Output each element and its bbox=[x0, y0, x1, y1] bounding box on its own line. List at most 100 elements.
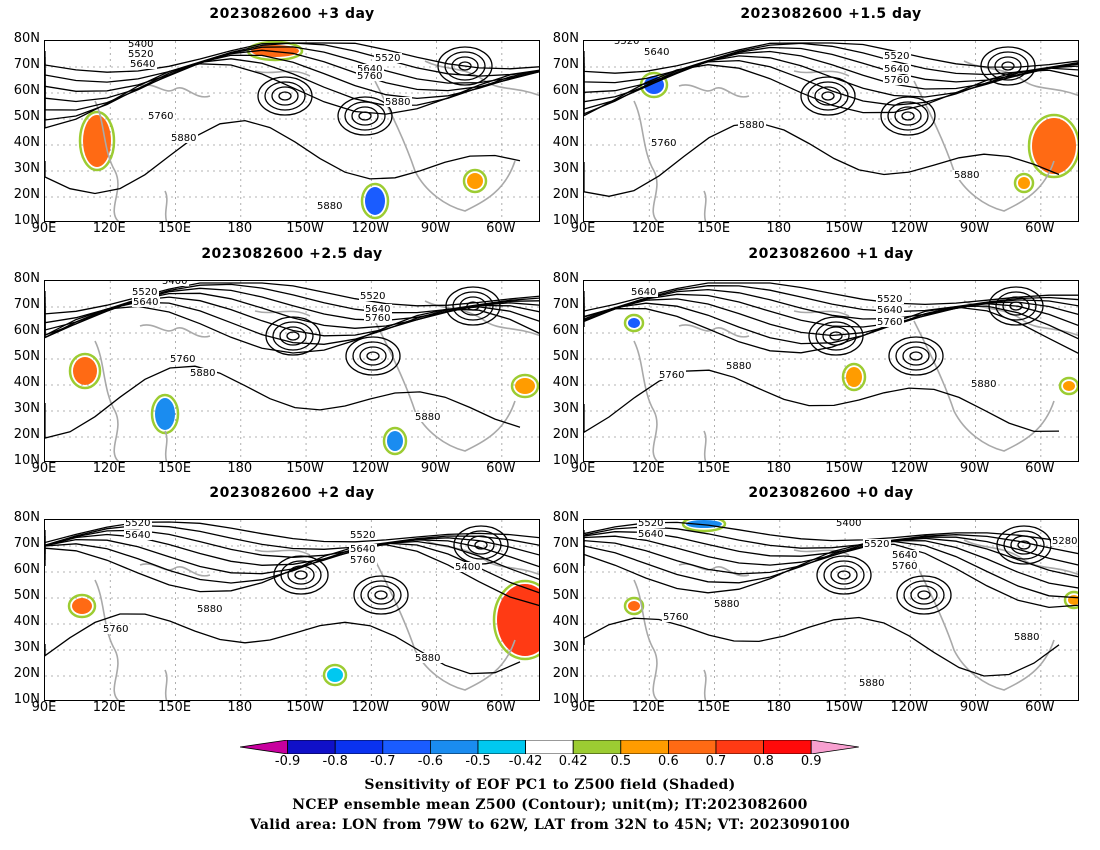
lat-tick-label: 80N bbox=[13, 510, 40, 525]
lon-tick-label: 90E bbox=[570, 461, 596, 476]
z500-contour bbox=[45, 63, 539, 129]
lon-tick-label: 120W bbox=[351, 461, 390, 476]
lon-tick-label: 150W bbox=[286, 461, 324, 476]
closed-contour bbox=[458, 61, 472, 71]
closed-contour bbox=[814, 86, 842, 106]
contour-label: 5520 bbox=[864, 539, 889, 550]
z500-contour bbox=[584, 285, 1078, 318]
z500-contour bbox=[584, 540, 1078, 599]
closed-contour bbox=[808, 316, 864, 356]
contour-label: 5880 bbox=[714, 599, 739, 610]
map-frame: 5400 5520 5640 5520 5640 5760 5880 5760 5880 5880 bbox=[44, 40, 540, 222]
z500-contour bbox=[45, 529, 539, 558]
z500-contour bbox=[45, 542, 539, 594]
colorbar-swatch bbox=[572, 740, 622, 754]
closed-contour bbox=[264, 81, 306, 111]
coastline bbox=[374, 80, 516, 212]
coastline bbox=[94, 579, 120, 700]
contour-label: 5880 bbox=[859, 678, 884, 689]
coastline bbox=[374, 320, 516, 452]
colorbar-tick-label: -0.9 bbox=[274, 754, 301, 769]
colorbar-tick-label: -0.7 bbox=[370, 754, 396, 769]
lon-tick-label: 90E bbox=[31, 221, 57, 236]
contour-label: 5520 bbox=[125, 520, 150, 529]
lon-tick-label: 90W bbox=[420, 700, 451, 715]
lat-tick-label: 70N bbox=[13, 57, 40, 72]
colorbar-swatch bbox=[763, 740, 812, 754]
closed-contour bbox=[800, 76, 856, 116]
colorbar bbox=[240, 740, 859, 754]
colorbar-swatch bbox=[620, 740, 669, 754]
lon-tick-label: 150E bbox=[697, 461, 731, 476]
coastline bbox=[678, 324, 750, 338]
contour-label: 5520 bbox=[877, 294, 902, 305]
lat-tick-label: 10N bbox=[13, 213, 40, 228]
z500-contour bbox=[45, 58, 539, 121]
contour-label: 5520 bbox=[614, 41, 639, 47]
closed-contour bbox=[980, 46, 1036, 86]
sensitivity-shading bbox=[515, 378, 535, 394]
z500-contour bbox=[584, 306, 1078, 354]
contour-label: 5640 bbox=[130, 59, 155, 70]
contour-label: 5880 bbox=[415, 412, 440, 423]
map-frame: 5400 5520 5640 5520 5640 5760 5760 5880 5880 bbox=[44, 280, 540, 462]
lat-tick-label: 40N bbox=[552, 375, 579, 390]
lat-tick-label: 30N bbox=[552, 640, 579, 655]
coastline bbox=[633, 340, 659, 461]
contour-label: 5880 bbox=[190, 368, 215, 379]
colorbar-swatch bbox=[667, 740, 717, 754]
closed-contour bbox=[337, 96, 393, 136]
closed-contour bbox=[987, 51, 1029, 81]
z500-contour bbox=[45, 49, 539, 103]
contour-label: 5760 bbox=[651, 138, 676, 149]
sensitivity-shading bbox=[1018, 177, 1030, 189]
lon-tick-label: 90W bbox=[959, 700, 990, 715]
lat-tick-label: 30N bbox=[13, 640, 40, 655]
lon-tick-label: 150W bbox=[825, 700, 863, 715]
lat-tick-label: 80N bbox=[552, 271, 579, 286]
z500-contour bbox=[584, 282, 1078, 312]
closed-contour bbox=[1003, 530, 1045, 560]
map-frame: 5520 5640 5400 5280 5520 5640 5760 5880 5760 5880… bbox=[583, 519, 1079, 701]
sensitivity-shading bbox=[1063, 381, 1075, 391]
lat-tick-label: 10N bbox=[552, 453, 579, 468]
contour-label: 5640 bbox=[877, 305, 902, 316]
closed-contour bbox=[903, 580, 945, 610]
closed-contour bbox=[901, 111, 915, 121]
lon-tick-label: 120E bbox=[92, 700, 126, 715]
lon-tick-label: 150E bbox=[158, 221, 192, 236]
lon-tick-label: 120W bbox=[890, 461, 929, 476]
lon-tick-label: 120E bbox=[631, 221, 665, 236]
colorbar-tick-label: 0.7 bbox=[705, 754, 727, 769]
lat-tick-label: 60N bbox=[552, 562, 579, 577]
contour-label: 5640 bbox=[133, 297, 158, 308]
closed-contour bbox=[444, 51, 486, 81]
lat-tick-label: 10N bbox=[13, 692, 40, 707]
map-frame: 5640 5520 5640 5760 5760 5880 5880 bbox=[583, 280, 1079, 462]
contour-label: 5400 bbox=[162, 281, 187, 287]
lat-tick-label: 30N bbox=[13, 401, 40, 416]
sensitivity-shading bbox=[1032, 118, 1076, 174]
closed-contour bbox=[445, 286, 501, 326]
lat-tick-label: 70N bbox=[552, 297, 579, 312]
lon-tick-label: 60W bbox=[486, 221, 516, 236]
z500-contour bbox=[45, 521, 539, 544]
coastline bbox=[94, 100, 120, 221]
lat-tick-label: 40N bbox=[13, 614, 40, 629]
z500-contour bbox=[584, 55, 1078, 110]
panel-title: 2023082600 +2 day bbox=[209, 485, 375, 501]
caption-line-1: Sensitivity of EOF PC1 to Z500 field (Sh… bbox=[364, 777, 736, 793]
lon-tick-label: 150E bbox=[158, 700, 192, 715]
z500-contour bbox=[45, 524, 539, 550]
lat-tick-label: 30N bbox=[552, 161, 579, 176]
lat-tick-label: 10N bbox=[552, 213, 579, 228]
contour-label: 5400 bbox=[128, 41, 153, 50]
closed-contour bbox=[995, 291, 1037, 321]
coastline bbox=[254, 70, 311, 77]
sensitivity-shading bbox=[387, 431, 403, 451]
caption-line-3: Valid area: LON from 79W to 62W, LAT fro… bbox=[249, 817, 851, 833]
lat-tick-label: 10N bbox=[552, 692, 579, 707]
closed-contour bbox=[837, 570, 851, 580]
z500-contour bbox=[45, 365, 521, 439]
